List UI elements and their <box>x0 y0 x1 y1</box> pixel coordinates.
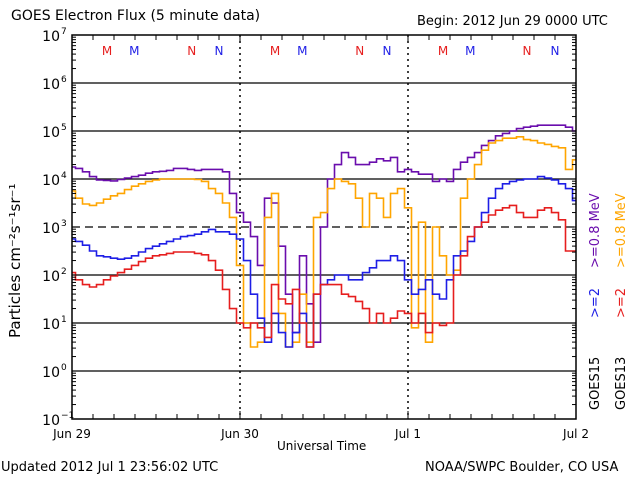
marker-m: M <box>102 44 112 58</box>
grid-lines <box>72 35 576 419</box>
y-axis-label: Particles cm⁻²s⁻¹sr⁻¹ <box>6 183 24 338</box>
marker-n: N <box>215 44 224 58</box>
y-tick-label: 10 <box>42 365 60 381</box>
legend-goes15-2mev: >=2 <box>588 287 603 318</box>
x-tick-label: Jul 1 <box>394 427 421 441</box>
y-tick-label: 10 <box>42 29 60 45</box>
x-tick-label: Jun 30 <box>220 427 259 441</box>
y-tick-label-exponent: 5 <box>61 123 67 133</box>
marker-n: N <box>551 44 560 58</box>
legend-goes13-2mev: >=2 <box>614 287 629 318</box>
marker-n: N <box>355 44 364 58</box>
legend-goes13-sat: GOES13 <box>614 356 629 410</box>
x-tick-label: Jun 29 <box>52 427 91 441</box>
y-tick-label: 10 <box>42 413 60 429</box>
y-tick-label: 10 <box>42 221 60 237</box>
series-group <box>72 124 576 348</box>
y-tick-label-exponent: 2 <box>61 267 67 277</box>
y-tick-label: 10 <box>42 77 60 93</box>
series-line-1 <box>72 136 576 348</box>
y-tick-label-exponent: 3 <box>61 219 67 229</box>
marker-n: N <box>523 44 532 58</box>
chart-subtitle: Begin: 2012 Jun 29 0000 UTC <box>417 14 608 29</box>
legend-goes15-08mev: >=0.8 MeV <box>588 193 603 268</box>
series-line-0 <box>72 124 576 343</box>
marker-m: M <box>438 44 448 58</box>
marker-m: M <box>270 44 280 58</box>
y-tick-label-exponent: −1 <box>61 411 74 421</box>
legend-goes13-08mev: >=0.8 MeV <box>614 193 629 268</box>
marker-n: N <box>383 44 392 58</box>
x-tick-labels: Jun 29 Jun 30 Jul 1 Jul 2 <box>52 427 589 441</box>
marker-m: M <box>129 44 139 58</box>
marker-n: N <box>187 44 196 58</box>
y-tick-label: 10 <box>42 125 60 141</box>
marker-m: M <box>465 44 475 58</box>
y-tick-label-exponent: 1 <box>61 315 67 325</box>
marker-m: M <box>297 44 307 58</box>
series-line-3 <box>72 204 576 348</box>
legend-goes15-sat: GOES15 <box>588 356 603 410</box>
axis-ticks <box>71 35 577 420</box>
footer-source: NOAA/SWPC Boulder, CO USA <box>425 460 619 475</box>
y-tick-label-exponent: 6 <box>61 75 67 85</box>
x-axis-label: Universal Time <box>277 439 367 453</box>
y-tick-label-exponent: 7 <box>61 27 67 37</box>
y-tick-label-exponent: 4 <box>61 171 67 181</box>
chart-title: GOES Electron Flux (5 minute data) <box>11 8 261 24</box>
series-line-2 <box>72 175 576 348</box>
y-tick-label: 10 <box>42 269 60 285</box>
footer-updated: Updated 2012 Jul 1 23:56:02 UTC <box>1 460 219 475</box>
y-tick-label-exponent: 0 <box>61 363 67 373</box>
y-tick-label: 10 <box>42 317 60 333</box>
y-tick-label: 10 <box>42 173 60 189</box>
x-tick-label: Jul 2 <box>562 427 589 441</box>
